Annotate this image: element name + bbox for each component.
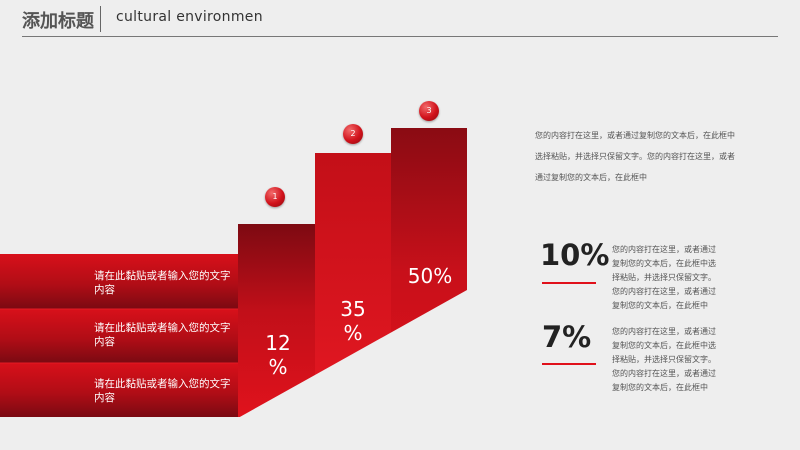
stat-underline-2 — [542, 363, 596, 365]
step-value-2-line2: % — [343, 321, 363, 345]
stat-value-1: 10% — [540, 238, 610, 272]
bar-label-2: 请在此黏贴或者输入您的文字内容 — [94, 322, 231, 348]
step-number-1: 1 — [265, 187, 285, 207]
stat-description-1: 您的内容打在这里，或者通过复制您的文本后，在此框中选择粘贴，并选择只保留文字。您… — [612, 245, 716, 310]
step-value-3: 50% — [400, 264, 460, 288]
description-top: 您的内容打在这里，或者通过复制您的文本后，在此框中选择粘贴，并选择只保留文字。您… — [535, 131, 735, 182]
bar-label-3: 请在此黏贴或者输入您的文字内容 — [94, 378, 231, 404]
page-subtitle: cultural environmen — [116, 9, 263, 25]
bar-label-1: 请在此黏贴或者输入您的文字内容 — [94, 270, 231, 296]
step-number-3: 3 — [419, 101, 439, 121]
step-value-2-line1: 35 — [340, 297, 366, 321]
step-value-2: 35 % — [333, 297, 373, 345]
bar-2 — [0, 309, 238, 363]
stat-value-2: 7% — [542, 320, 592, 354]
stat-underline-1 — [542, 282, 596, 284]
step-value-1-line1: 12 — [265, 331, 291, 355]
header-divider — [100, 6, 101, 32]
step-number-2: 2 — [343, 124, 363, 144]
step-value-1: 12 % — [258, 331, 298, 379]
page-title: 添加标题 — [22, 11, 94, 32]
header-rule — [22, 36, 778, 37]
bar-3 — [0, 363, 238, 417]
bar-1 — [0, 254, 238, 309]
step-value-1-line2: % — [268, 355, 288, 379]
step-value-3-line1: 50% — [407, 264, 453, 288]
stat-description-2: 您的内容打在这里，或者通过复制您的文本后，在此框中选择粘贴，并选择只保留文字。您… — [612, 327, 716, 392]
